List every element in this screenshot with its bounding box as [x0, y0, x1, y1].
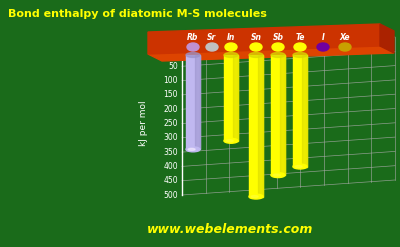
Ellipse shape — [249, 53, 263, 58]
Text: In: In — [227, 34, 235, 42]
Text: www.webelements.com: www.webelements.com — [147, 223, 313, 235]
Text: Xe: Xe — [340, 34, 350, 42]
Text: 0: 0 — [173, 47, 178, 57]
Ellipse shape — [251, 196, 258, 198]
Text: Sn: Sn — [250, 34, 262, 42]
Ellipse shape — [186, 53, 200, 58]
Text: 350: 350 — [163, 148, 178, 157]
Ellipse shape — [293, 53, 307, 58]
Polygon shape — [380, 24, 394, 53]
Ellipse shape — [249, 194, 263, 199]
Text: kJ per mol: kJ per mol — [140, 101, 148, 146]
Text: 250: 250 — [164, 119, 178, 128]
Text: 200: 200 — [164, 105, 178, 114]
Text: 50: 50 — [168, 62, 178, 71]
Ellipse shape — [226, 140, 233, 142]
Text: 100: 100 — [164, 76, 178, 85]
Ellipse shape — [206, 43, 218, 51]
Ellipse shape — [188, 148, 195, 150]
Bar — [280, 55, 285, 175]
Ellipse shape — [339, 43, 351, 51]
Bar — [271, 55, 285, 175]
Ellipse shape — [250, 43, 262, 51]
Text: Rb: Rb — [187, 34, 199, 42]
Text: I: I — [322, 34, 324, 42]
Ellipse shape — [295, 165, 302, 168]
Bar — [293, 55, 307, 166]
Text: 400: 400 — [163, 162, 178, 171]
Ellipse shape — [271, 53, 285, 58]
Ellipse shape — [272, 43, 284, 51]
Text: Sr: Sr — [207, 34, 217, 42]
Bar — [302, 55, 307, 166]
Text: Bond enthalpy of diatomic M-S molecules: Bond enthalpy of diatomic M-S molecules — [8, 9, 267, 19]
Polygon shape — [148, 46, 394, 61]
Bar — [224, 55, 238, 141]
Ellipse shape — [271, 173, 285, 178]
Ellipse shape — [224, 138, 238, 143]
Text: 450: 450 — [163, 176, 178, 185]
Ellipse shape — [294, 43, 306, 51]
Text: 500: 500 — [163, 190, 178, 200]
Text: Sb: Sb — [272, 34, 284, 42]
Ellipse shape — [224, 53, 238, 58]
Bar — [249, 55, 263, 197]
Ellipse shape — [273, 174, 280, 176]
Ellipse shape — [317, 43, 329, 51]
Bar — [195, 55, 200, 149]
Text: 150: 150 — [164, 90, 178, 99]
Text: 300: 300 — [163, 133, 178, 142]
Text: Te: Te — [295, 34, 305, 42]
Ellipse shape — [293, 164, 307, 169]
Ellipse shape — [187, 43, 199, 51]
Bar — [233, 55, 238, 141]
Ellipse shape — [225, 43, 237, 51]
Polygon shape — [148, 24, 380, 54]
Bar — [186, 55, 200, 149]
Bar — [258, 55, 263, 197]
Ellipse shape — [186, 147, 200, 152]
